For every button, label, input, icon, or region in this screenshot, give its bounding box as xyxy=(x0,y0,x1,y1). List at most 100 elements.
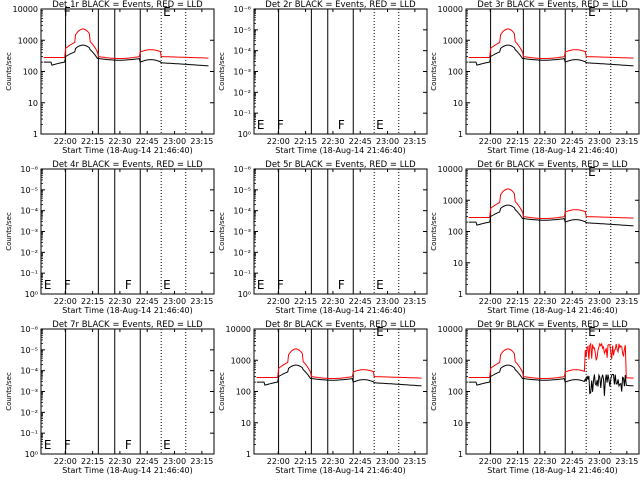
x-tick-label: 23:15 xyxy=(615,457,638,466)
state-marker: E xyxy=(163,5,171,19)
state-marker: F xyxy=(338,278,345,292)
y-tick-label: 10⁻³ xyxy=(233,228,251,237)
x-tick-label: 23:15 xyxy=(403,137,426,146)
y-tick-label: 10 xyxy=(453,99,463,108)
y-tick-label: 10⁻⁵ xyxy=(20,346,38,355)
x-tick-label: 22:15 xyxy=(506,137,529,146)
panel-title: Det 5r BLACK = Events, RED = LLD xyxy=(265,160,416,170)
y-axis-label: Counts/sec xyxy=(218,372,226,411)
y-tick-label: 1 xyxy=(458,130,463,139)
x-tick-label: 22:45 xyxy=(349,457,372,466)
y-tick-label: 10⁻⁴ xyxy=(20,367,38,376)
state-marker: E xyxy=(163,278,171,292)
detector-panel: Det 4r BLACK = Events, RED = LLD Counts/s… xyxy=(5,160,215,315)
x-tick-label: 22:00 xyxy=(54,297,77,306)
y-tick-label: 1000 xyxy=(443,196,463,205)
y-tick-label: 100 xyxy=(448,68,463,77)
plot-frame xyxy=(40,8,215,135)
plot-frame xyxy=(465,8,640,135)
plot-frame xyxy=(253,168,428,295)
y-tick-label: 10⁻⁴ xyxy=(20,207,38,216)
series-line xyxy=(468,342,634,379)
detector-panel: Det 5r BLACK = Events, RED = LLD Counts/s… xyxy=(218,160,428,315)
x-axis-label: Start Time (18-Aug-14 21:46:40) xyxy=(62,146,193,155)
y-tick-label: 10000 xyxy=(438,325,463,334)
panel-title: Det 7r BLACK = Events, RED = LLD xyxy=(52,320,203,330)
y-tick-label: 10⁻⁶ xyxy=(20,165,38,174)
x-tick-label: 23:15 xyxy=(615,297,638,306)
y-tick-label: 10000 xyxy=(13,5,38,14)
x-axis-label: Start Time (18-Aug-14 21:46:40) xyxy=(487,306,618,315)
state-marker: E xyxy=(44,438,52,452)
x-tick-label: 22:00 xyxy=(479,137,502,146)
x-tick-label: 22:30 xyxy=(533,137,556,146)
x-tick-label: 22:00 xyxy=(267,457,290,466)
series-line xyxy=(43,28,209,59)
y-tick-label: 10⁻¹ xyxy=(233,269,251,278)
x-tick-label: 22:15 xyxy=(506,297,529,306)
y-tick-label: 1000 xyxy=(18,36,38,45)
x-axis-label: Start Time (18-Aug-14 21:46:40) xyxy=(62,466,193,475)
x-tick-label: 22:30 xyxy=(321,457,344,466)
x-axis-label: Start Time (18-Aug-14 21:46:40) xyxy=(487,466,618,475)
x-tick-label: 22:30 xyxy=(108,457,131,466)
x-tick-label: 23:15 xyxy=(615,137,638,146)
x-tick-label: 22:15 xyxy=(81,457,104,466)
x-tick-label: 22:45 xyxy=(561,457,584,466)
series-line xyxy=(43,44,209,67)
x-tick-label: 22:00 xyxy=(479,297,502,306)
panel-title: Det 1r BLACK = Events, RED = LLD xyxy=(52,0,203,10)
y-axis-label: Counts/sec xyxy=(5,372,13,411)
y-tick-label: 100 xyxy=(448,388,463,397)
detector-panel: Det 2r BLACK = Events, RED = LLD Counts/s… xyxy=(218,0,428,155)
x-tick-label: 22:45 xyxy=(561,137,584,146)
state-marker: E xyxy=(163,438,171,452)
state-marker: E xyxy=(257,118,265,132)
x-tick-label: 23:15 xyxy=(403,457,426,466)
y-tick-label: 100 xyxy=(236,388,251,397)
state-marker: F xyxy=(125,438,132,452)
x-tick-label: 22:15 xyxy=(294,457,317,466)
x-tick-label: 22:00 xyxy=(267,297,290,306)
y-tick-label: 100 xyxy=(23,68,38,77)
y-tick-label: 10⁰ xyxy=(25,290,38,299)
series-line xyxy=(468,28,634,59)
y-axis-label: Counts/sec xyxy=(430,372,438,411)
y-tick-label: 10⁻³ xyxy=(20,388,38,397)
y-tick-label: 10⁰ xyxy=(25,450,38,459)
plot-frame xyxy=(253,8,428,135)
plot-frame xyxy=(40,328,215,455)
state-marker: F xyxy=(277,278,284,292)
y-tick-label: 10⁻⁵ xyxy=(233,26,251,35)
y-tick-label: 1 xyxy=(458,290,463,299)
y-axis-label: Counts/sec xyxy=(430,212,438,251)
y-tick-label: 10⁻² xyxy=(233,248,251,257)
x-tick-label: 22:45 xyxy=(349,297,372,306)
y-axis-label: Counts/sec xyxy=(218,52,226,91)
x-tick-label: 22:30 xyxy=(533,457,556,466)
detector-panel: Det 8r BLACK = Events, RED = LLD Counts/s… xyxy=(218,320,428,475)
x-tick-label: 23:00 xyxy=(588,297,611,306)
panel-title: Det 4r BLACK = Events, RED = LLD xyxy=(52,160,203,170)
x-axis-label: Start Time (18-Aug-14 21:46:40) xyxy=(62,306,193,315)
detector-panel: Det 6r BLACK = Events, RED = LLD Counts/s… xyxy=(430,160,640,315)
panel-title: Det 6r BLACK = Events, RED = LLD xyxy=(477,160,628,170)
x-tick-label: 22:30 xyxy=(321,297,344,306)
x-tick-label: 23:00 xyxy=(376,137,399,146)
x-tick-label: 22:00 xyxy=(54,457,77,466)
y-tick-label: 10⁰ xyxy=(238,130,251,139)
x-tick-label: 22:45 xyxy=(136,137,159,146)
x-tick-label: 23:00 xyxy=(163,297,186,306)
y-tick-label: 10⁻¹ xyxy=(20,269,38,278)
x-tick-label: 23:15 xyxy=(190,457,213,466)
detector-panel: Det 3r BLACK = Events, RED = LLD Counts/s… xyxy=(430,0,640,155)
state-marker: F xyxy=(338,118,345,132)
x-tick-label: 22:15 xyxy=(294,137,317,146)
series-line xyxy=(468,188,634,219)
y-tick-label: 10000 xyxy=(226,325,251,334)
panel-title: Det 2r BLACK = Events, RED = LLD xyxy=(265,0,416,10)
x-tick-label: 22:00 xyxy=(479,457,502,466)
state-marker: F xyxy=(64,5,71,19)
x-tick-label: 22:45 xyxy=(136,457,159,466)
